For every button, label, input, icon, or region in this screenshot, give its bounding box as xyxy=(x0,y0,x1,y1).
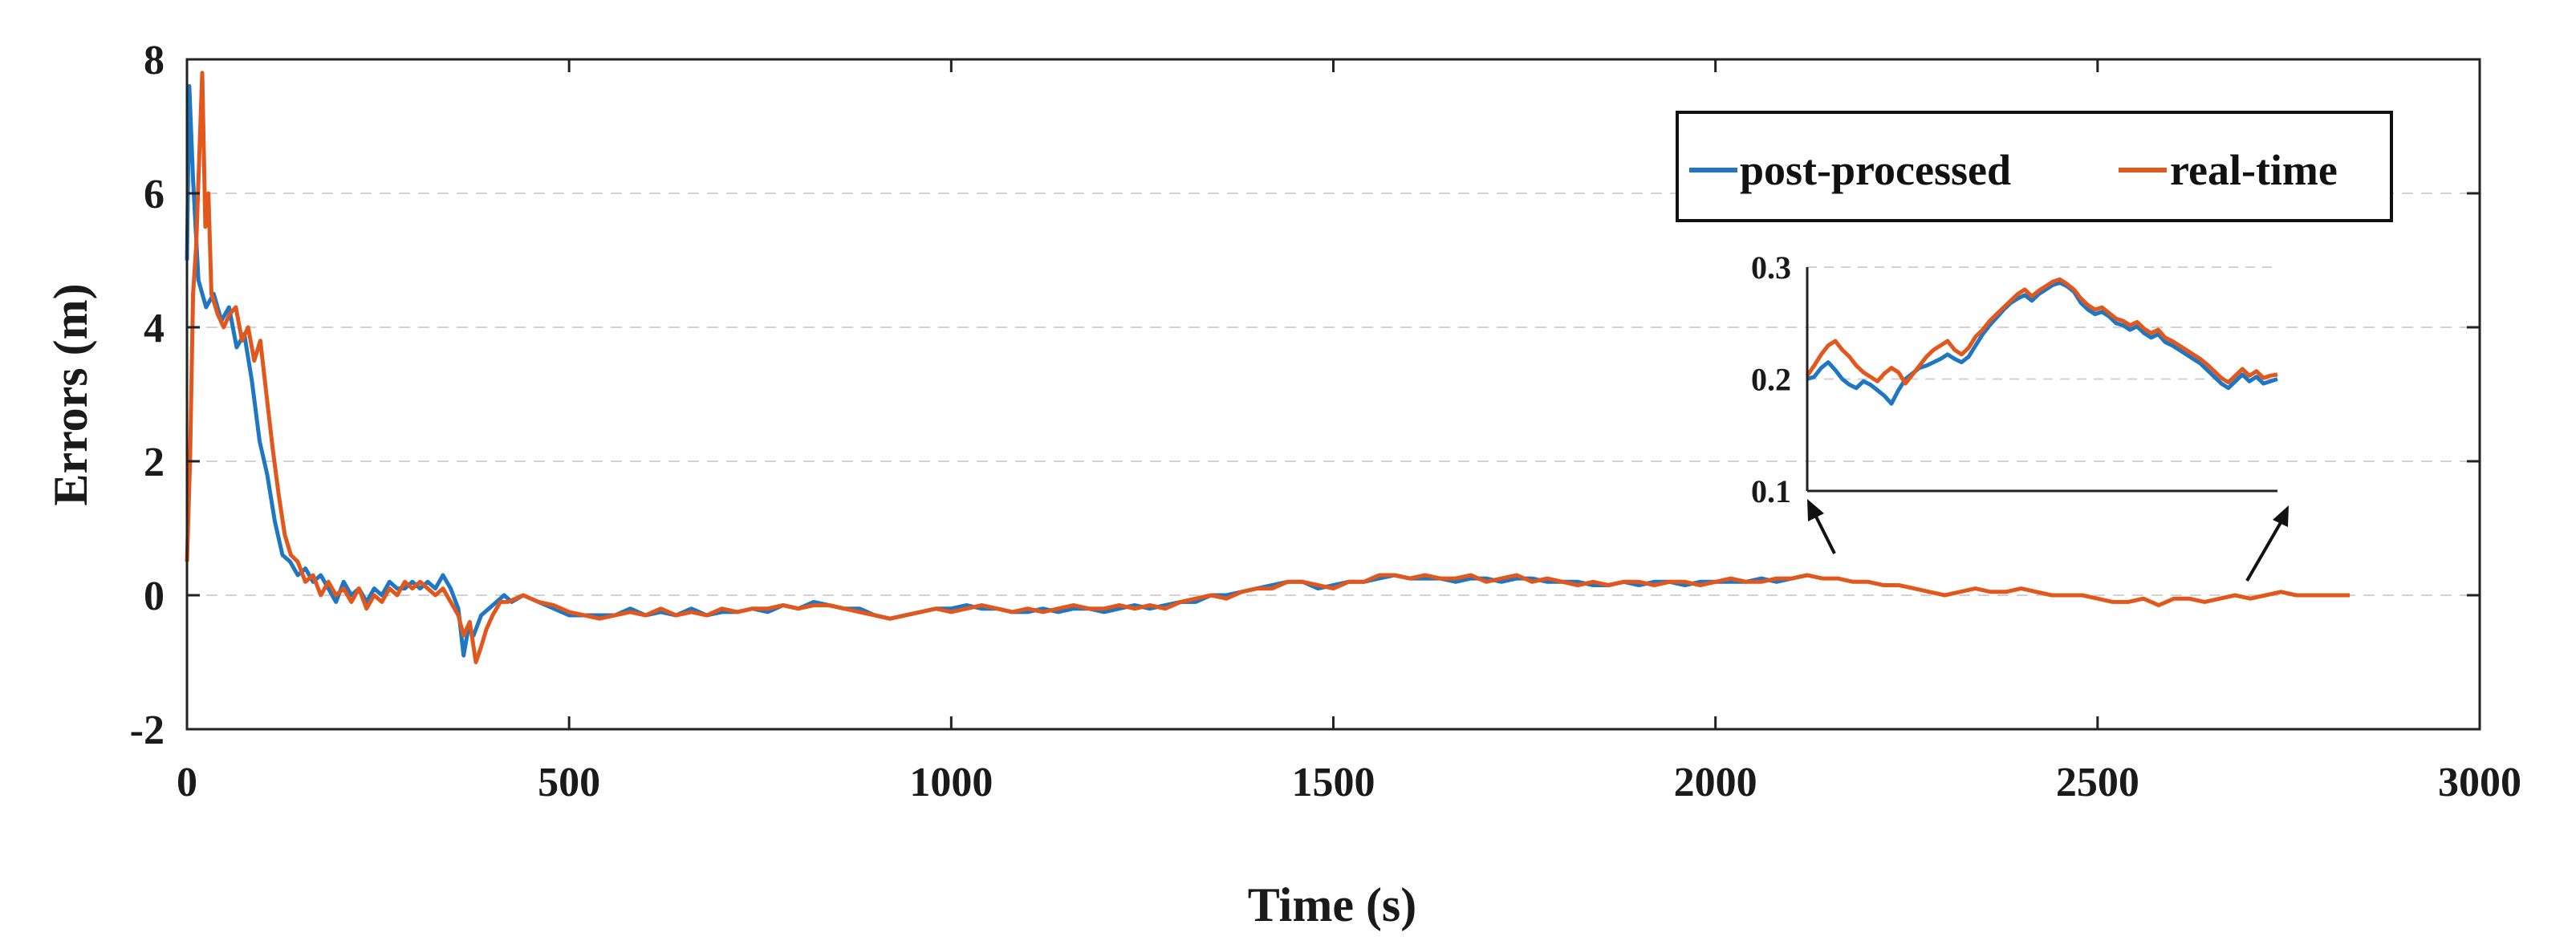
grid-lines xyxy=(187,193,2480,596)
x-tick-label: 0 xyxy=(177,760,197,805)
inset-y-axis: 0.1 0.2 0.3 xyxy=(1751,249,1791,509)
y-axis-label: Errors (m) xyxy=(44,283,97,505)
series-line-real-time xyxy=(185,71,2350,664)
x-axis: 0 500 1000 1500 2000 2500 3000 xyxy=(177,59,2521,805)
inset-series-line-post-processed xyxy=(1806,281,2278,406)
inset-y-tick-label: 0.2 xyxy=(1751,362,1791,398)
x-tick-label: 3000 xyxy=(2438,760,2521,805)
inset-y-tick-label: 0.1 xyxy=(1751,473,1791,509)
inset-zoom: 0.1 0.2 0.3 xyxy=(1751,249,2289,582)
inset-grid-lines xyxy=(1807,266,2277,380)
legend-label-post-processed: post-processed xyxy=(1740,146,2011,194)
x-tick-label: 1500 xyxy=(1292,760,1375,805)
legend: post-processed real-time xyxy=(1676,111,2393,222)
series-layer xyxy=(185,71,2350,664)
y-tick-label: 8 xyxy=(144,38,165,83)
legend-label-real-time: real-time xyxy=(2170,146,2338,194)
legend-box xyxy=(1676,111,2393,222)
y-tick-label: 2 xyxy=(144,440,165,485)
y-tick-label: 6 xyxy=(144,172,165,217)
x-tick-label: 2500 xyxy=(2056,760,2139,805)
y-tick-label: 0 xyxy=(144,574,165,619)
y-tick-label: -2 xyxy=(130,708,165,753)
inset-series-layer xyxy=(1805,277,2278,406)
inset-series-line-real-time xyxy=(1805,277,2278,386)
x-tick-label: 1000 xyxy=(909,760,993,805)
inset-y-tick-label: 0.3 xyxy=(1751,249,1791,286)
series-line-post-processed xyxy=(185,83,1808,658)
x-axis-label: Time (s) xyxy=(1248,878,1417,931)
x-tick-label: 2000 xyxy=(1674,760,1757,805)
y-tick-label: 4 xyxy=(144,306,165,351)
inset-arrow-right xyxy=(2245,505,2289,582)
x-tick-label: 500 xyxy=(538,760,600,805)
inset-arrow-left xyxy=(1807,499,1836,554)
y-axis: -2 0 2 4 6 8 xyxy=(130,38,2480,753)
